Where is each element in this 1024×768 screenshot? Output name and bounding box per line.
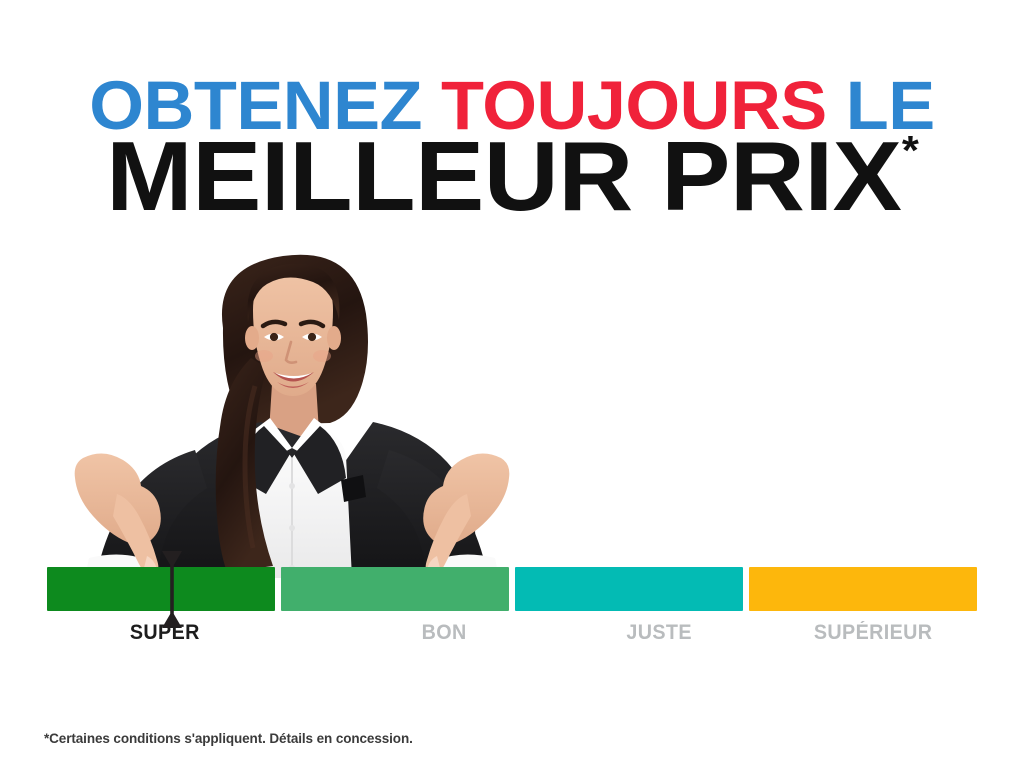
suit-pocket-flap — [341, 475, 366, 502]
teeth — [275, 373, 312, 379]
ear-right — [327, 326, 341, 350]
hair-front — [247, 263, 340, 322]
suit-lapel-right — [294, 426, 346, 494]
headline-word-obtenez: OBTENEZ — [89, 67, 422, 144]
headline-line-2: MEILLEUR PRIX* — [0, 127, 1024, 225]
headline-word-le: LE — [845, 67, 935, 144]
ear-left — [245, 326, 259, 350]
shirt-button — [289, 483, 295, 489]
shirt-button — [289, 525, 295, 531]
left-index-finger — [113, 494, 159, 575]
cheek-right — [313, 350, 331, 362]
rating-scale-labels: SUPER BON JUSTE SUPÉRIEUR — [47, 620, 977, 648]
right-index-finger — [425, 494, 471, 575]
rating-scale-bar — [47, 567, 977, 611]
eyebrow-left — [260, 319, 288, 329]
headline-word-meilleur-prix: MEILLEUR PRIX — [106, 121, 902, 232]
legal-footnote: *Certaines conditions s'appliquent. Déta… — [44, 731, 413, 746]
lower-lip — [277, 382, 309, 388]
eye-right-iris — [307, 332, 317, 342]
rating-label-super[interactable]: SUPER — [129, 621, 200, 644]
rating-label-superieur[interactable]: SUPÉRIEUR — [813, 621, 933, 644]
rating-segment-superieur[interactable] — [749, 567, 977, 611]
presenter-photo — [55, 236, 515, 578]
mouth — [273, 372, 314, 382]
neck — [269, 384, 319, 440]
headline-word-toujours: TOUJOURS — [441, 67, 827, 144]
headline-line-1: OBTENEZ TOUJOURS LE — [0, 71, 1024, 140]
ponytail-highlight — [242, 385, 258, 549]
eye-left-iris — [269, 332, 279, 342]
rating-segment-super[interactable] — [47, 567, 275, 611]
eyebrow-right — [298, 319, 326, 329]
face — [253, 268, 333, 396]
rating-segment-bon[interactable] — [281, 567, 509, 611]
rating-label-bon[interactable]: BON — [421, 621, 467, 644]
rating-segment-juste[interactable] — [515, 567, 743, 611]
headline: OBTENEZ TOUJOURS LE MEILLEUR PRIX* — [0, 71, 1024, 225]
nose — [284, 340, 298, 364]
rating-label-juste[interactable]: JUSTE — [625, 621, 692, 644]
cheek-left — [255, 350, 273, 362]
asterisk-marker: * — [901, 127, 919, 174]
